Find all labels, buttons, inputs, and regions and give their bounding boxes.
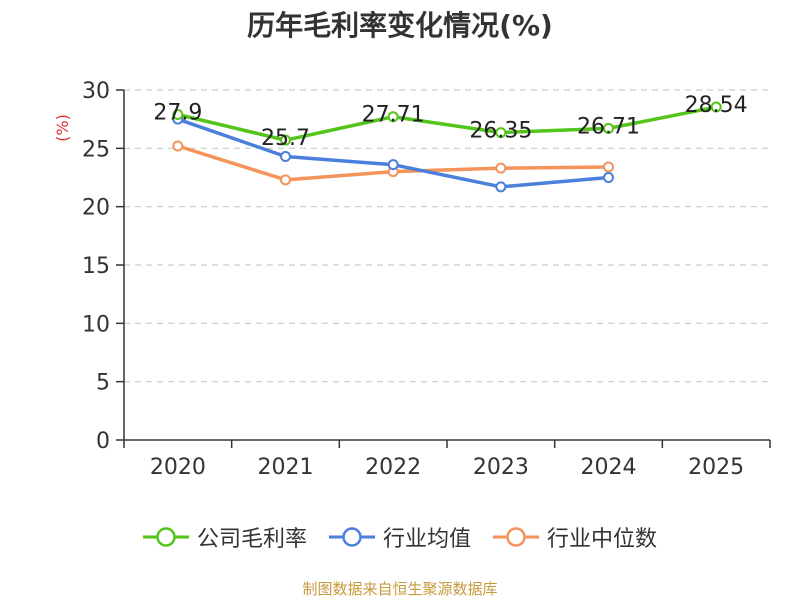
- legend-label: 行业中位数: [547, 527, 658, 552]
- data-point: [280, 151, 291, 162]
- data-label: 26.71: [577, 114, 640, 139]
- legend-label: 公司毛利率: [196, 527, 307, 552]
- grid-layer: [124, 89, 770, 383]
- source-note: 制图数据来自恒生聚源数据库: [302, 580, 498, 598]
- y-tick-label: 25: [82, 137, 110, 162]
- x-tick-label: 2020: [150, 455, 206, 480]
- data-point: [495, 181, 507, 193]
- data-point: [495, 127, 507, 139]
- data-point: [280, 174, 291, 186]
- legend-line-circle-icon: [493, 527, 539, 547]
- x-tick-label: 2023: [473, 455, 529, 480]
- series-line: [177, 105, 717, 142]
- data-point: [603, 161, 614, 173]
- legend-line-circle-icon: [328, 527, 375, 547]
- x-tick-label: 2021: [258, 455, 314, 480]
- x-tick-label: 2022: [365, 455, 421, 480]
- legend-item: 公司毛利率: [142, 521, 307, 553]
- y-axis-label: (%): [53, 114, 72, 142]
- data-point: [603, 122, 614, 134]
- legend-item: 行业均值: [328, 521, 471, 553]
- y-tick-label: 30: [82, 79, 110, 104]
- data-point: [280, 134, 291, 146]
- data-point: [172, 109, 184, 120]
- data-point: [172, 140, 184, 152]
- data-label-layer: 27.9 25.7 27.71 26.35 26.71 28.54: [153, 93, 747, 151]
- x-tick-label: 2024: [581, 455, 637, 480]
- x-tick-label: 2025: [688, 455, 744, 480]
- data-point: [710, 101, 722, 113]
- y-tick-label: 5: [96, 371, 110, 396]
- legend-line-circle-icon: [142, 527, 189, 547]
- data-label: 27.9: [153, 101, 202, 126]
- series-layer: [172, 101, 722, 193]
- legend-item: 行业中位数: [493, 521, 657, 553]
- data-label: 28.54: [685, 93, 748, 118]
- data-point: [387, 111, 399, 123]
- legend: 公司毛利率 行业均值 行业中位数: [0, 520, 800, 554]
- data-point: [387, 159, 399, 171]
- data-label: 25.7: [261, 126, 310, 151]
- data-label: 26.35: [469, 119, 532, 144]
- y-tick-label: 20: [82, 196, 110, 221]
- data-point: [495, 162, 507, 174]
- y-tick-label: 15: [82, 254, 110, 279]
- data-point: [603, 172, 614, 183]
- y-tick-label: 0: [96, 429, 110, 454]
- y-tick-label: 10: [82, 312, 110, 337]
- legend-label: 行业均值: [382, 527, 471, 552]
- chart-title: 历年毛利率变化情况(%): [247, 9, 553, 42]
- data-label: 27.71: [362, 103, 425, 128]
